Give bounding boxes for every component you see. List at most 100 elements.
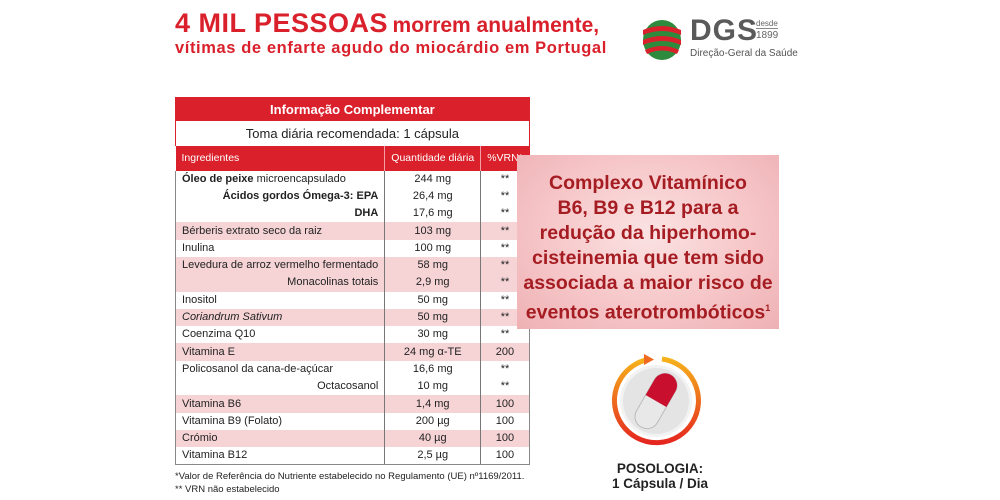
table-row: Vitamina B9 (Folato) 200 µg 100 xyxy=(174,412,530,430)
headline-rest: morrem anualmente, xyxy=(392,14,600,37)
footnotes: *Valor de Referência do Nutriente estabe… xyxy=(175,470,524,496)
panel-line: cisteinemia que tem sido xyxy=(532,247,764,269)
quantity: 40 µg xyxy=(384,429,481,448)
table-row: Octacosanol 10 mg ** xyxy=(174,378,530,396)
ingredient-name: Inositol xyxy=(174,291,385,309)
ingredient-name: Vitamina B9 (Folato) xyxy=(174,412,385,430)
ingredient-text: Octacosanol xyxy=(317,380,379,393)
ingredient-text: Coenzima Q10 xyxy=(182,328,256,341)
table-row: Levedura de arroz vermelho fermentado 58 … xyxy=(174,256,530,275)
table-row: Crómio 40 µg 100 xyxy=(174,429,530,448)
posologia-label: POSOLOGIA: xyxy=(616,461,704,476)
ingredient-name: Crómio xyxy=(174,429,385,448)
quantity: 244 mg xyxy=(384,170,481,188)
ingredient-text: Bérberis extrato seco da raiz xyxy=(182,224,323,237)
ingredient-text: Inositol xyxy=(182,293,217,306)
ingredient-name: Coriandrum Sativum xyxy=(174,308,385,327)
headline-big: 4 MIL PESSOAS xyxy=(175,8,389,38)
ingredient-name: Vitamina B12 xyxy=(174,447,385,466)
table-row: Óleo de peixe microencapsulado 244 mg ** xyxy=(174,170,530,188)
table-row: Vitamina B6 1,4 mg 100 xyxy=(174,395,530,413)
quantity: 2,5 µg xyxy=(384,447,481,466)
vrn-percent: 100 xyxy=(480,429,530,448)
table-row: Ácidos gordos Ómega-3: EPA 26,4 mg ** xyxy=(174,187,530,206)
panel-line: eventos aterotrombóticos1 xyxy=(517,296,779,326)
quantity: 50 mg xyxy=(384,291,481,309)
headline-subline: vítimas de enfarte agudo do miocárdio em… xyxy=(175,39,607,57)
quantity: 2,9 mg xyxy=(384,274,481,292)
panel-line: Complexo Vitamínico xyxy=(549,172,747,194)
ingredient-bold: DHA xyxy=(354,207,379,220)
quantity: 16,6 mg xyxy=(384,360,481,379)
table-row: Inositol 50 mg ** xyxy=(174,291,530,309)
reference-mark: 1 xyxy=(765,303,771,313)
capsule-daily-icon xyxy=(611,354,701,446)
dgs-logo: DGS desde 1899 Direção-Geral da Saúde xyxy=(638,10,798,70)
ingredient-text: Vitamina E xyxy=(182,345,235,358)
vrn-percent: 200 xyxy=(480,343,530,361)
table-row: Monacolinas totais 2,9 mg ** xyxy=(174,274,530,292)
quantity: 30 mg xyxy=(384,326,481,344)
vrn-percent: 100 xyxy=(480,412,530,430)
footnote-not-established: ** VRN não estabelecido xyxy=(175,484,280,495)
ingredient-name: Coenzima Q10 xyxy=(174,326,385,344)
quantity: 1,4 mg xyxy=(384,395,481,413)
table-subtitle: Toma diária recomendada: 1 cápsula xyxy=(175,120,530,146)
table-row: Policosanol da cana-de-açúcar 16,6 mg ** xyxy=(174,360,530,379)
ingredient-text: Monacolinas totais xyxy=(287,276,379,289)
panel-line-text: eventos aterotrombóticos xyxy=(525,301,766,324)
quantity: 10 mg xyxy=(384,378,481,396)
quantity: 17,6 mg xyxy=(384,205,481,223)
logo-desde: desde xyxy=(756,19,778,29)
panel-line: associada a maior risco de xyxy=(523,272,773,294)
vrn-percent: 100 xyxy=(480,447,530,466)
ingredient-name: Vitamina E xyxy=(174,343,385,361)
ingredient-name: Inulina xyxy=(174,239,385,257)
posologia-dose: 1 Cápsula / Dia xyxy=(611,476,709,491)
col-quantity: Quantidade diária xyxy=(384,145,482,171)
vrn-percent: ** xyxy=(480,360,530,379)
ingredient-text: Crómio xyxy=(182,432,218,445)
ingredient-bold: Ácidos gordos Ómega-3: EPA xyxy=(222,189,379,202)
panel-line: redução da hiperhomo- xyxy=(539,222,757,244)
ingredient-name: Bérberis extrato seco da raiz xyxy=(174,222,385,240)
logo-abbr: DGS xyxy=(690,14,759,47)
ingredient-text: microencapsulado xyxy=(253,172,346,185)
ingredient-name: Octacosanol xyxy=(174,378,385,396)
ingredient-name: Monacolinas totais xyxy=(174,274,385,292)
panel-text: Complexo Vitamínico B6, B9 e B12 para a … xyxy=(517,171,779,326)
ingredient-text: Policosanol da cana-de-açúcar xyxy=(182,362,334,375)
ingredient-text: Inulina xyxy=(182,241,215,254)
ingredient-name: Óleo de peixe microencapsulado xyxy=(174,170,385,188)
ingredient-text: Vitamina B6 xyxy=(182,397,242,410)
vrn-percent: 100 xyxy=(480,395,530,413)
ingredient-name: Vitamina B6 xyxy=(174,395,385,413)
quantity: 58 mg xyxy=(384,256,481,275)
vitamin-complex-panel: Complexo Vitamínico B6, B9 e B12 para a … xyxy=(517,155,779,329)
table-row: Coenzima Q10 30 mg ** xyxy=(174,326,530,344)
col-ingredients: Ingredientes xyxy=(175,145,386,171)
globe-logo-icon xyxy=(643,20,681,60)
posologia: POSOLOGIA: 1 Cápsula / Dia xyxy=(590,461,730,491)
table-row: DHA 17,6 mg ** xyxy=(174,205,530,223)
ingredient-name: Ácidos gordos Ómega-3: EPA xyxy=(174,187,385,206)
quantity: 24 mg α-TE xyxy=(384,343,481,361)
ingredient-name: Levedura de arroz vermelho fermentado xyxy=(174,256,385,275)
logo-fullname: Direção-Geral da Saúde xyxy=(690,48,798,59)
quantity: 200 µg xyxy=(384,412,481,430)
quantity: 100 mg xyxy=(384,239,481,257)
headline: 4 MIL PESSOAS morrem anualmente, xyxy=(175,8,599,39)
table-row: Vitamina E 24 mg α-TE 200 xyxy=(174,343,530,361)
ingredient-text: Vitamina B12 xyxy=(182,449,248,462)
table-row: Inulina 100 mg ** xyxy=(174,239,530,257)
panel-line: B6, B9 e B12 para a xyxy=(557,197,739,219)
nutrition-table: Informação Complementar Toma diária reco… xyxy=(174,97,530,466)
table-row: Vitamina B12 2,5 µg 100 xyxy=(174,447,530,466)
ingredient-bold: Óleo de peixe xyxy=(182,172,254,185)
ingredient-text: Vitamina B9 (Folato) xyxy=(182,414,283,427)
ingredient-text: Levedura de arroz vermelho fermentado xyxy=(182,259,379,272)
quantity: 26,4 mg xyxy=(384,187,481,206)
table-row: Coriandrum Sativum 50 mg ** xyxy=(174,308,530,327)
table-title: Informação Complementar xyxy=(175,97,530,121)
table-row: Bérberis extrato seco da raiz 103 mg ** xyxy=(174,222,530,240)
